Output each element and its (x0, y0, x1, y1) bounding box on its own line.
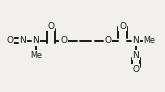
Text: N: N (19, 36, 26, 45)
Text: N: N (132, 36, 139, 45)
Text: N: N (132, 51, 139, 60)
Text: N: N (33, 36, 39, 45)
Text: O: O (119, 22, 126, 31)
Text: O: O (6, 36, 13, 45)
Text: Me: Me (30, 51, 42, 60)
Text: O: O (132, 65, 139, 74)
Text: O: O (104, 36, 111, 45)
Text: O: O (60, 36, 67, 45)
Text: O: O (47, 22, 54, 31)
Text: Me: Me (144, 36, 156, 45)
